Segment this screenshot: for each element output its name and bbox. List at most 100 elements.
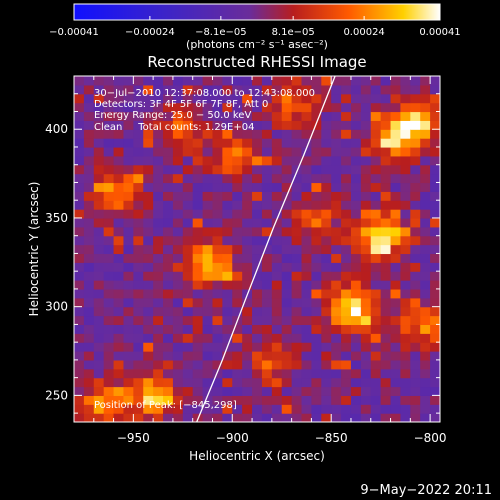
heatmap-cell [83,359,95,370]
heatmap-cell [291,155,303,166]
heatmap-cell [123,200,134,210]
heatmap-cell [163,315,174,326]
heatmap-cell [311,306,322,317]
heatmap-cell [271,146,283,157]
heatmap-cell [222,386,233,396]
heatmap-cell [420,342,431,352]
heatmap-cell [420,191,431,201]
heatmap-cell [420,235,431,246]
heatmap-cell [83,244,95,255]
heatmap-cell [331,297,342,308]
heatmap-cell [83,413,95,422]
heatmap-cell [380,173,392,184]
heatmap-cell [172,262,184,272]
heatmap-cell [350,84,362,95]
heatmap-cell [133,93,144,104]
heatmap-cell [252,93,263,104]
heatmap-cell [222,226,233,237]
heatmap-cell [232,182,243,192]
heatmap-cell [350,324,362,334]
heatmap-cell [370,271,382,281]
heatmap-cell [252,120,263,130]
heatmap-cell [400,111,411,121]
heatmap-cell [360,76,372,86]
heatmap-cell [321,395,332,405]
heatmap-cell [311,235,322,246]
heatmap-cell [202,404,214,414]
heatmap-cell [311,120,322,130]
heatmap-cell [380,351,392,361]
heatmap-cell [222,262,233,272]
heatmap-cell [123,368,134,379]
heatmap-cell [163,138,174,148]
heatmap-cell [232,280,243,290]
heatmap-cell [301,271,313,281]
heatmap-cell [360,262,372,272]
heatmap-cell [370,324,382,334]
heatmap-cell [410,111,421,121]
heatmap-cell [341,217,352,228]
heatmap-cell [331,413,342,422]
heatmap-cell [360,377,372,388]
heatmap-cell [74,386,85,396]
heatmap-cell [182,262,194,272]
heatmap-cell [291,93,303,104]
heatmap-cell [420,413,431,422]
heatmap-cell [83,271,95,281]
heatmap-cell [74,351,85,361]
heatmap-cell [261,111,273,121]
heatmap-cell [410,209,421,219]
heatmap-cell [271,395,283,405]
heatmap-cell [103,306,115,317]
heatmap-cell [103,253,115,263]
heatmap-cell [232,146,243,157]
heatmap-cell [113,306,125,317]
heatmap-cell [172,129,184,139]
heatmap-cell [430,413,440,422]
heatmap-cell [390,297,402,308]
heatmap-cell [252,280,263,290]
heatmap-cell [400,155,411,166]
heatmap-cell [242,164,253,175]
heatmap-cell [252,288,263,299]
heatmap-cell [291,146,303,157]
heatmap-cell [261,235,273,246]
heatmap-cell [380,209,392,219]
heatmap-cell [430,120,440,130]
heatmap-cell [370,342,382,352]
heatmap-cell [281,173,293,184]
heatmap-cell [212,244,223,255]
heatmap-cell [212,138,223,148]
heatmap-cell [113,235,125,246]
heatmap-cell [232,333,243,343]
heatmap-cell [321,413,332,422]
heatmap-cell [331,76,342,86]
heatmap-cell [430,324,440,334]
heatmap-cell [222,253,233,263]
heatmap-cell [252,146,263,157]
heatmap-cell [331,280,342,290]
heatmap-cell [400,315,411,326]
heatmap-cell [103,288,115,299]
heatmap-cell [400,164,411,175]
heatmap-cell [113,138,125,148]
heatmap-cell [153,342,164,352]
heatmap-cell [182,359,194,370]
heatmap-cell [420,129,431,139]
heatmap-cell [370,200,382,210]
heatmap-cell [410,138,421,148]
heatmap-cell [281,111,293,121]
heatmap-cell [271,280,283,290]
heatmap-cell [420,359,431,370]
heatmap-cell [212,111,223,121]
heatmap-cell [410,76,421,86]
heatmap-cell [172,102,184,113]
heatmap-cell [143,413,154,422]
heatmap-cell [350,200,362,210]
heatmap-cell [410,359,421,370]
heatmap-cell [103,368,115,379]
heatmap-cell [242,111,253,121]
heatmap-cell [400,324,411,334]
heatmap-cell [370,297,382,308]
heatmap-cell [350,217,362,228]
